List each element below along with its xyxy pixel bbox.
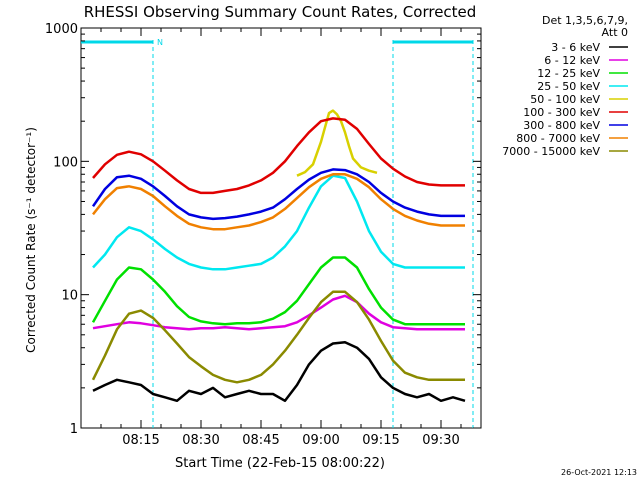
plot-area: N 1 10 100 1000 08:15 08:30 08:45 09:00 09:15 09:3… <box>45 22 482 448</box>
series-line-5 <box>296 109 378 177</box>
y-tick-label: 1000 <box>45 22 78 37</box>
series-line-2 <box>92 294 465 331</box>
legend-entry-label: 25 - 50 keV <box>537 80 600 93</box>
timestamp: 26-Oct-2021 12:13 <box>561 468 637 477</box>
series-line-8 <box>92 173 465 231</box>
x-tick-label: 08:15 <box>122 433 159 448</box>
legend-entry-label: 3 - 6 keV <box>551 41 600 54</box>
series-line-6 <box>92 117 465 195</box>
night-flag-label: N <box>157 38 163 47</box>
chart-title: RHESSI Observing Summary Count Rates, Co… <box>84 3 477 21</box>
series-line-3 <box>91 256 465 326</box>
legend-entry-label: 12 - 25 keV <box>537 67 600 80</box>
legend-entry-label: 7000 - 15000 keV <box>502 145 600 158</box>
series-line-4 <box>92 174 465 271</box>
x-axis-label: Start Time (22-Feb-15 08:00:22) <box>175 456 385 471</box>
x-tick-label: 08:45 <box>242 433 279 448</box>
y-tick-label: 1 <box>70 422 78 437</box>
y-tick-label: 10 <box>61 289 78 304</box>
series-line-9 <box>91 290 465 384</box>
x-tick-label: 09:30 <box>422 433 459 448</box>
plot-frame <box>80 27 482 429</box>
legend-header-line: Det 1,3,5,6,7,9, <box>542 14 628 27</box>
legend-entry-label: 100 - 300 keV <box>523 106 600 119</box>
x-tick-label: 08:30 <box>182 433 219 448</box>
series-line-7 <box>91 168 465 221</box>
series-line-1 <box>92 340 466 403</box>
legend-entry-label: 300 - 800 keV <box>523 119 600 132</box>
legend-entry-label: 50 - 100 keV <box>530 93 600 106</box>
x-tick-label: 09:15 <box>362 433 399 448</box>
y-axis-label: Corrected Count Rate (s⁻¹ detector⁻¹) <box>24 127 38 353</box>
legend-header-line: Att 0 <box>602 26 628 39</box>
legend-entry-label: 800 - 7000 keV <box>516 132 600 145</box>
legend-entry-label: 6 - 12 keV <box>544 54 600 67</box>
x-tick-label: 09:00 <box>302 433 339 448</box>
y-tick-label: 100 <box>53 155 78 170</box>
